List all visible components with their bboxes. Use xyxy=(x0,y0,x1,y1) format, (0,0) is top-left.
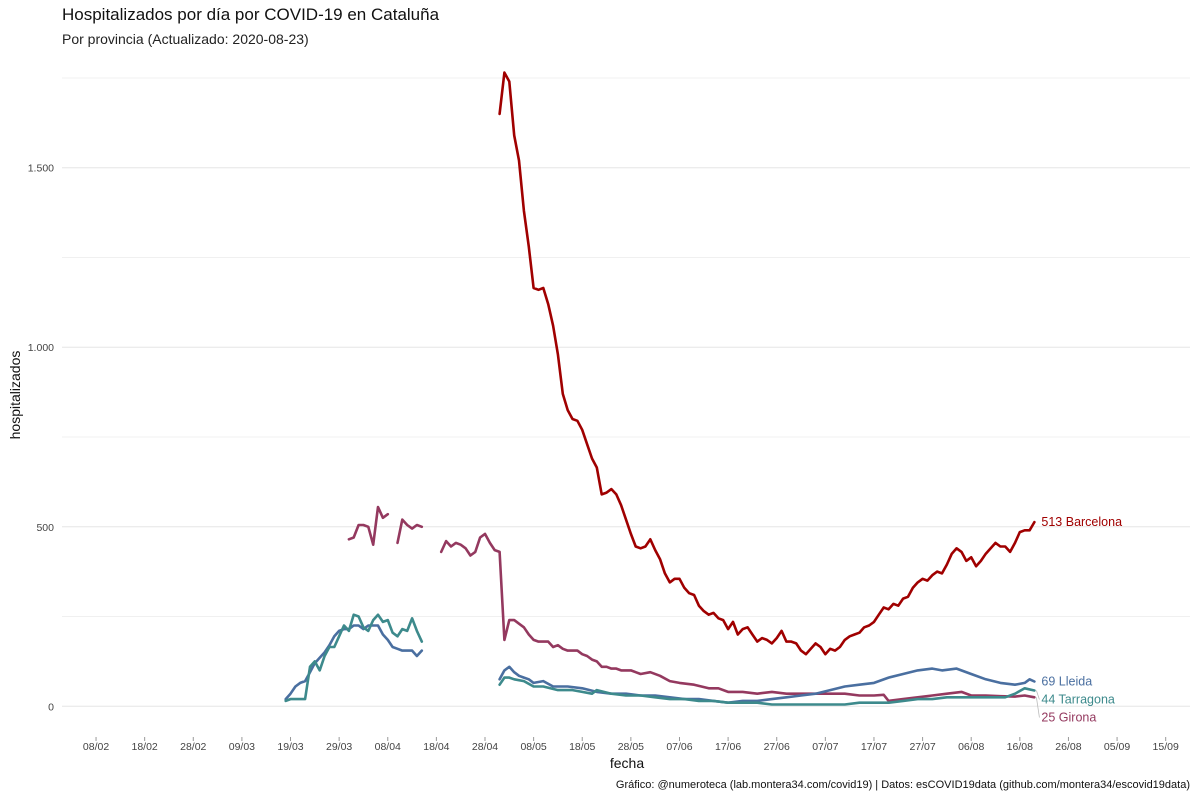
series-line-girona xyxy=(347,505,1036,703)
y-axis-ticks: 0 500 1.000 1.500 xyxy=(28,163,54,714)
chart-caption: Gráfico: @numeroteca (lab.montera34.com/… xyxy=(615,779,1190,791)
x-tick-label: 16/08 xyxy=(1007,741,1033,753)
x-tick-label: 17/07 xyxy=(861,741,887,753)
x-tick-label: 08/05 xyxy=(520,741,546,753)
x-tick-label: 28/04 xyxy=(472,741,498,753)
x-tick-label: 28/05 xyxy=(618,741,644,753)
x-tick-label: 18/04 xyxy=(423,741,449,753)
y-tick-label: 0 xyxy=(48,701,54,713)
series-end-label-girona: 25 Girona xyxy=(1041,711,1096,725)
y-axis-title: hospitalizados xyxy=(7,351,23,440)
x-tick-label: 15/09 xyxy=(1153,741,1179,753)
gridlines xyxy=(62,77,1190,707)
x-tick-label: 17/06 xyxy=(715,741,741,753)
x-axis-ticks: 08/02 18/02 28/02 09/03 19/03 29/03 08/04 18/04… xyxy=(83,737,1179,753)
x-tick-label: 06/08 xyxy=(958,741,984,753)
x-tick-label: 07/07 xyxy=(812,741,838,753)
x-axis-title: fecha xyxy=(610,755,644,771)
x-tick-label: 19/03 xyxy=(277,741,303,753)
y-tick-label: 500 xyxy=(36,522,54,534)
series-end-labels: 513 Barcelona 69 Lleida 44 Tarragona 25 Gir… xyxy=(1036,515,1122,725)
x-tick-label: 18/05 xyxy=(569,741,595,753)
series-end-label-barcelona: 513 Barcelona xyxy=(1041,515,1122,529)
x-tick-label: 27/07 xyxy=(909,741,935,753)
chart-title: Hospitalizados por día por COVID-19 en C… xyxy=(62,5,440,24)
series-end-label-lleida: 69 Lleida xyxy=(1041,675,1092,689)
x-tick-label: 28/02 xyxy=(180,741,206,753)
x-tick-label: 27/06 xyxy=(764,741,790,753)
series-lines xyxy=(284,71,1036,706)
series-line-tarragona xyxy=(284,613,1036,706)
x-tick-label: 07/06 xyxy=(666,741,692,753)
y-tick-label: 1.500 xyxy=(28,163,54,175)
series-end-label-tarragona: 44 Tarragona xyxy=(1041,693,1114,707)
y-tick-label: 1.000 xyxy=(28,342,54,354)
chart-subtitle: Por provincia (Actualizado: 2020-08-23) xyxy=(62,31,309,47)
x-tick-label: 08/04 xyxy=(375,741,401,753)
x-tick-label: 08/02 xyxy=(83,741,109,753)
x-tick-label: 29/03 xyxy=(326,741,352,753)
x-tick-label: 26/08 xyxy=(1055,741,1081,753)
label-connector xyxy=(1036,697,1040,718)
x-tick-label: 18/02 xyxy=(132,741,158,753)
label-connector xyxy=(1036,690,1040,700)
x-tick-label: 09/03 xyxy=(229,741,255,753)
x-tick-label: 05/09 xyxy=(1104,741,1130,753)
series-line-barcelona xyxy=(498,71,1036,656)
